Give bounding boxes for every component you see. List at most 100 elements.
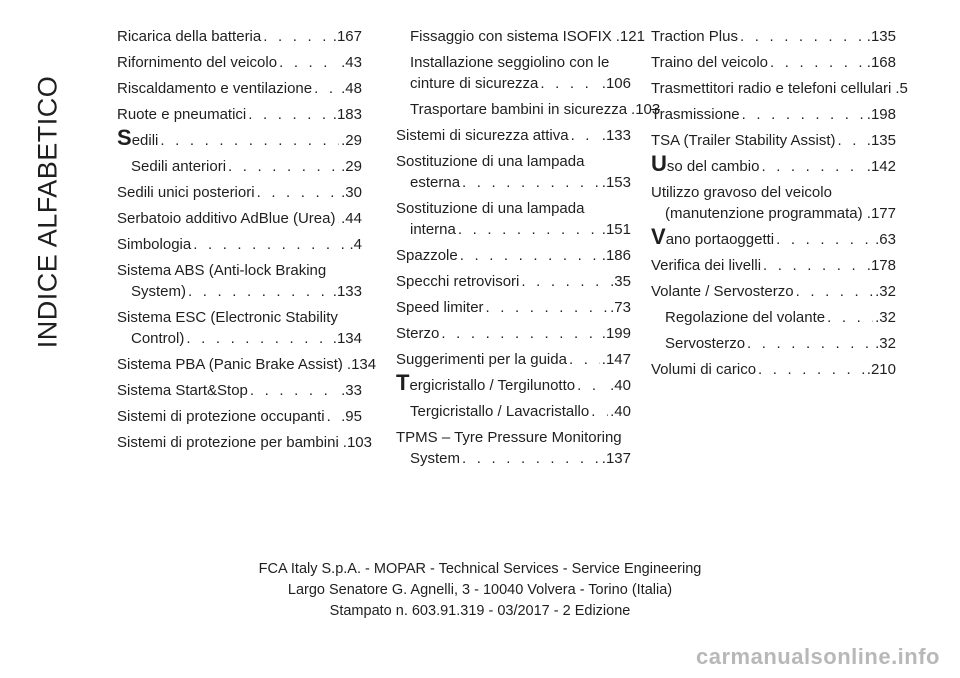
index-entry-page: .210	[866, 361, 896, 378]
index-entry: Sedili anteriori .29	[117, 156, 362, 177]
dot-leader	[337, 208, 339, 229]
dot-leader	[314, 78, 339, 99]
index-entry: Vano portaoggetti .63	[651, 226, 896, 250]
index-entry: Sistemi di sicurezza attiva .133	[396, 125, 631, 146]
index-entry: Sistemi di protezione occupanti .95	[117, 406, 362, 427]
index-entry-title: Sostituzione di una lampada	[396, 200, 585, 217]
index-entry-title: Sistema PBA (Panic Brake Assist)	[117, 356, 343, 373]
footer-line-print-info: Stampato n. 603.91.319 - 03/2017 - 2 Edi…	[329, 603, 631, 619]
dot-leader	[742, 104, 865, 125]
index-entry-page: .178	[866, 257, 896, 274]
index-entry-title: Suggerimenti per la guida	[396, 351, 567, 368]
index-entry-title: Serbatoio additivo AdBlue (Urea)	[117, 210, 336, 227]
index-entry: Riscaldamento e ventilazione .48	[117, 78, 362, 99]
index-entry-page: .186	[601, 247, 631, 264]
index-entry-page: .4	[349, 236, 362, 253]
dot-leader	[160, 130, 339, 151]
index-entry: Speed limiter .73	[396, 297, 631, 318]
index-entry-page: .30	[341, 184, 362, 201]
dot-leader	[837, 130, 864, 151]
index-entry-page: .29	[341, 132, 362, 149]
index-entry-title: Sistema ABS (Anti-lock Braking	[117, 262, 327, 279]
index-entry-page: .167	[332, 28, 362, 45]
index-column-1: Ricarica della batteria .167 Rifornimento …	[117, 26, 376, 458]
index-entry-page: .29	[341, 158, 362, 175]
index-entry: Uso del cambio .142	[651, 151, 896, 177]
index-entry: Traino del veicolo .168	[651, 52, 896, 73]
index-entry-title: Speed limiter	[396, 299, 484, 316]
index-entry-page: .177	[866, 205, 896, 222]
index-entry-page: .199	[601, 325, 631, 342]
index-entry: Volumi di carico .210	[651, 359, 896, 380]
index-entry-title: Sedili anteriori	[131, 158, 227, 175]
index-entry-title: Specchi retrovisori	[396, 273, 520, 290]
index-entry-page: .147	[601, 351, 631, 368]
index-entry-page: .134	[346, 356, 377, 373]
index-entry-page: .137	[601, 450, 631, 467]
footer-line-company: FCA Italy S.p.A. - MOPAR - Technical Ser…	[258, 561, 702, 577]
dot-leader	[263, 26, 331, 47]
index-entry-page: .168	[866, 54, 896, 71]
index-entry: Tergicristallo / Tergilunotto .40	[396, 372, 631, 396]
index-entry: Tergicristallo / Lavacristallo .40	[396, 401, 631, 422]
index-entry-page: .44	[341, 210, 362, 227]
index-entry-title: cinture di sicurezza	[410, 75, 539, 92]
index-entry-page: .5	[895, 80, 908, 97]
index-entry-page: .133	[332, 283, 362, 300]
dot-leader	[460, 245, 600, 266]
index-entry-title: Control)	[131, 330, 185, 347]
dot-leader	[761, 156, 864, 177]
index-entry-title: TSA (Trailer Stability Assist)	[651, 132, 836, 149]
index-entry-title: Spazzole	[396, 247, 458, 264]
index-entry-title: Sistema ESC (Electronic Stability	[117, 309, 338, 326]
index-entry-title: System)	[131, 283, 187, 300]
index-entry: Sedili .29	[117, 127, 362, 151]
index-entry: Installazione seggiolino con le cinture d…	[396, 52, 631, 94]
dot-leader	[462, 448, 600, 469]
index-entry-title: Installazione seggiolino con le	[410, 54, 610, 71]
index-entry-page: .103	[631, 101, 661, 118]
index-entry-title: Sedili unici posteriori	[117, 184, 255, 201]
index-entry: Regolazione del volante .32	[651, 307, 896, 328]
index-entry-title: Sistemi di protezione occupanti	[117, 408, 325, 425]
index-entry-title: Verifica dei livelli	[651, 257, 762, 274]
index-entry-title: Uso del cambio	[651, 151, 760, 176]
index-entry-title: Trasmissione	[651, 106, 740, 123]
index-entry-page: .106	[601, 75, 631, 92]
index-entry-title: Traino del veicolo	[651, 54, 769, 71]
index-entry-title: interna	[410, 221, 456, 238]
dot-leader	[740, 26, 865, 47]
index-entry-page: .153	[601, 174, 631, 191]
index-entry-page: .134	[332, 330, 362, 347]
index-entry: Sostituzione di una lampada interna .151	[396, 198, 631, 240]
index-entry: Volante / Servosterzo .32	[651, 281, 896, 302]
dot-leader	[188, 281, 331, 302]
footer-line-address: Largo Senatore G. Agnelli, 3 - 10040 Vol…	[287, 582, 673, 598]
index-entry-page: .35	[610, 273, 631, 290]
index-entry-title: esterna	[410, 174, 461, 191]
index-entry: TSA (Trailer Stability Assist) .135	[651, 130, 896, 151]
index-entry: Rifornimento del veicolo .43	[117, 52, 362, 73]
index-entry-title: Sistemi di sicurezza attiva	[396, 127, 569, 144]
dot-leader	[327, 406, 340, 427]
index-entry-title: Sistema Start&Stop	[117, 382, 248, 399]
dot-leader	[257, 182, 340, 203]
index-column-2: Fissaggio con sistema ISOFIX .121 Installa…	[396, 26, 660, 474]
dot-leader	[248, 104, 331, 125]
index-entry-page: .121	[615, 28, 645, 45]
dot-leader	[540, 73, 599, 94]
dot-leader	[776, 229, 873, 250]
index-entry-title: Trasmettitori radio e telefoni cellulari	[651, 80, 892, 97]
dot-leader	[796, 281, 874, 302]
index-entry: Trasmissione .198	[651, 104, 896, 125]
dot-leader	[747, 333, 873, 354]
index-entry: Ricarica della batteria .167	[117, 26, 362, 47]
index-entry-title: Fissaggio con sistema ISOFIX	[410, 28, 612, 45]
index-entry-title: Simbologia	[117, 236, 192, 253]
index-entry: Sistema ESC (Electronic Stability Control…	[117, 307, 362, 349]
index-entry-title: Servosterzo	[665, 335, 746, 352]
index-entry-title: Trasportare bambini in sicurezza	[410, 101, 628, 118]
index-entry-title: Sterzo	[396, 325, 440, 342]
index-entry-page: .48	[341, 80, 362, 97]
index-entry: Ruote e pneumatici .183	[117, 104, 362, 125]
